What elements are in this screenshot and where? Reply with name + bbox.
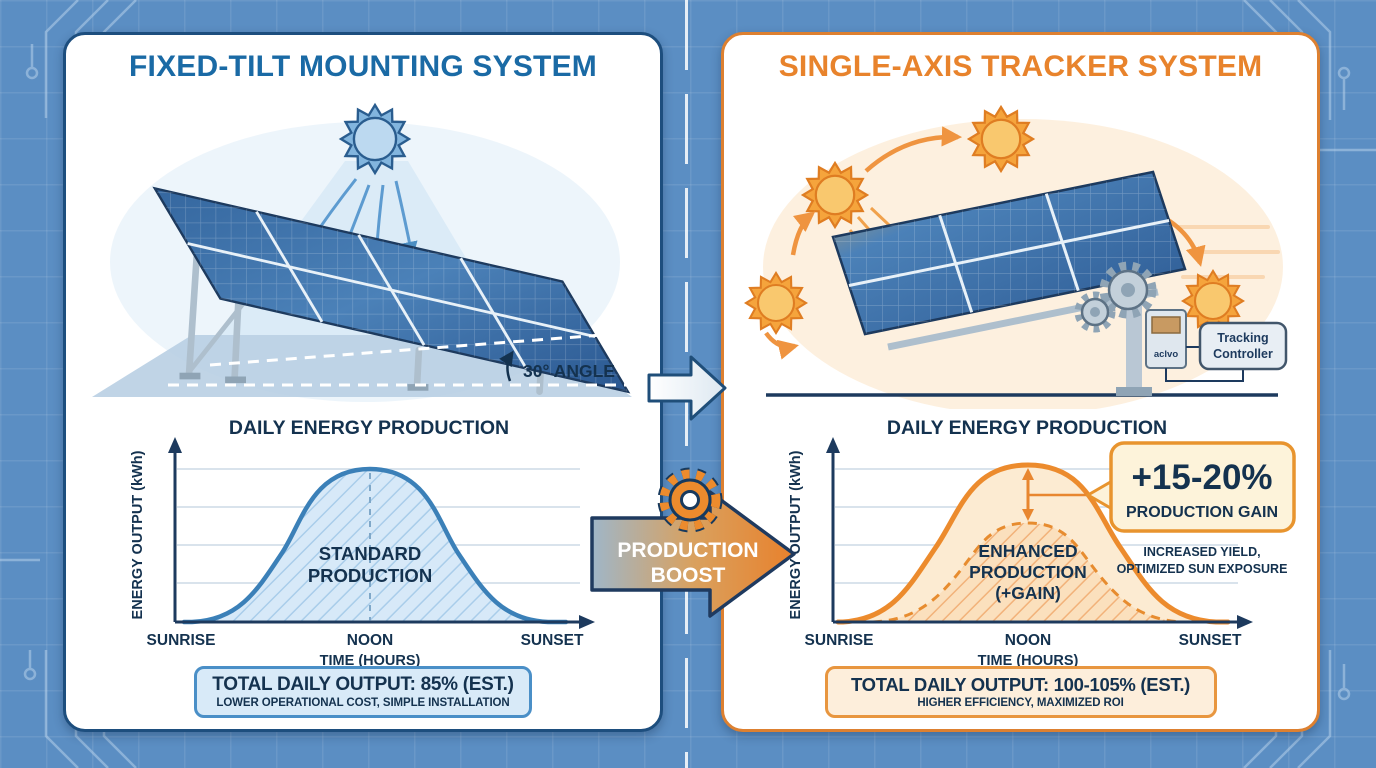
curve-label-line1: ENHANCED	[978, 541, 1077, 561]
x-axis-label: TIME (HOURS)	[320, 653, 421, 669]
tick-sunrise: SUNRISE	[805, 632, 874, 649]
tick-sunset: SUNSET	[521, 632, 584, 649]
device-screen	[1151, 316, 1181, 334]
left-output-box: TOTAL DAILY OUTPUT: 85% (EST.) LOWER OPE…	[194, 666, 532, 718]
gain-arrowhead-up	[1022, 468, 1034, 480]
device-brand-label: aclvo	[1154, 349, 1178, 360]
right-output-note: HIGHER EFFICIENCY, MAXIMIZED ROI	[917, 697, 1124, 709]
right-output-box: TOTAL DAILY OUTPUT: 100-105% (EST.) HIGH…	[824, 666, 1217, 718]
left-output-total: TOTAL DAILY OUTPUT: 85% (EST.)	[212, 674, 514, 695]
gain-label: PRODUCTION GAIN	[1126, 504, 1278, 521]
left-output-note: LOWER OPERATIONAL COST, SIMPLE INSTALLAT…	[216, 697, 510, 709]
tracker-chart: DAILY ENERGY PRODUCTION +15-20% PRODUCTI…	[788, 417, 1296, 669]
y-axis-arrowhead	[826, 437, 840, 453]
tick-noon: NOON	[347, 632, 394, 649]
curve-label-line1: STANDARD	[319, 543, 421, 564]
tilt-dashed-line	[209, 331, 629, 367]
gain-value: +15-20%	[1131, 458, 1272, 497]
tracker-illustration: aclvo Tracking Controller	[744, 105, 1288, 409]
gain-note-line1: INCREASED YIELD,	[1143, 545, 1260, 559]
gain-note-line2: OPTIMIZED SUN EXPOSURE	[1117, 562, 1288, 576]
solar-array	[831, 170, 1187, 336]
baseline-curve-dashed	[872, 521, 1184, 624]
curve-label-line3: (+GAIN)	[995, 583, 1061, 603]
x-axis-label: TIME (HOURS)	[978, 653, 1079, 669]
production-curve	[181, 466, 569, 625]
fixed-tilt-chart: DAILY ENERGY PRODUCTION STANDARD PRODUCT…	[130, 417, 595, 669]
controller-label-line1: Tracking	[1217, 331, 1268, 345]
flow-right-arrow-icon	[647, 355, 727, 421]
production-boost-arrow: PRODUCTION BOOST	[590, 467, 796, 618]
x-axis-arrowhead	[1237, 615, 1253, 629]
y-axis-label: ENERGY OUTPUT (kWh)	[130, 450, 146, 619]
gear-icon	[657, 467, 723, 533]
tracker-drive-unit: aclvo	[1145, 309, 1187, 369]
tick-sunrise: SUNRISE	[147, 632, 216, 649]
boost-label-line2: BOOST	[651, 564, 726, 587]
angle-label: 30° ANGLE	[523, 361, 615, 381]
tick-sunset: SUNSET	[1179, 632, 1242, 649]
x-axis-arrowhead	[579, 615, 595, 629]
curve-label-line2: PRODUCTION	[308, 565, 432, 586]
single-axis-panel: SINGLE-AXIS TRACKER SYSTEM	[721, 32, 1320, 732]
y-axis-arrowhead	[168, 437, 182, 453]
controller-label-line2: Controller	[1213, 347, 1273, 361]
baseline-curve-fill	[873, 523, 1183, 622]
tracking-controller-box: Tracking Controller	[1198, 321, 1288, 371]
left-panel-title: FIXED-TILT MOUNTING SYSTEM	[129, 50, 597, 83]
enhanced-curve	[835, 462, 1231, 625]
axes	[831, 447, 1243, 624]
fixed-tilt-panel: FIXED-TILT MOUNTING SYSTEM	[63, 32, 663, 732]
chart-title: DAILY ENERGY PRODUCTION	[229, 417, 509, 439]
axes	[173, 447, 585, 624]
right-output-total: TOTAL DAILY OUTPUT: 100-105% (EST.)	[850, 674, 1191, 695]
right-panel-title: SINGLE-AXIS TRACKER SYSTEM	[778, 50, 1263, 83]
gain-callout: +15-20% PRODUCTION GAIN	[1084, 441, 1296, 533]
curve-label-line2: PRODUCTION	[969, 562, 1087, 582]
gear-icons	[1074, 261, 1157, 333]
boost-label-line1: PRODUCTION	[617, 539, 758, 562]
tracker-foot	[1116, 387, 1152, 396]
gain-arrowhead-down	[1022, 509, 1034, 521]
fixed-tilt-illustration: 30° ANGLE	[92, 103, 632, 402]
tick-noon: NOON	[1005, 632, 1052, 649]
solar-array	[152, 186, 631, 396]
y-axis-label: ENERGY OUTPUT (kWh)	[788, 450, 804, 619]
controller-wire	[1165, 346, 1244, 382]
chart-title: DAILY ENERGY PRODUCTION	[887, 417, 1167, 439]
angle-arrow	[499, 350, 514, 382]
